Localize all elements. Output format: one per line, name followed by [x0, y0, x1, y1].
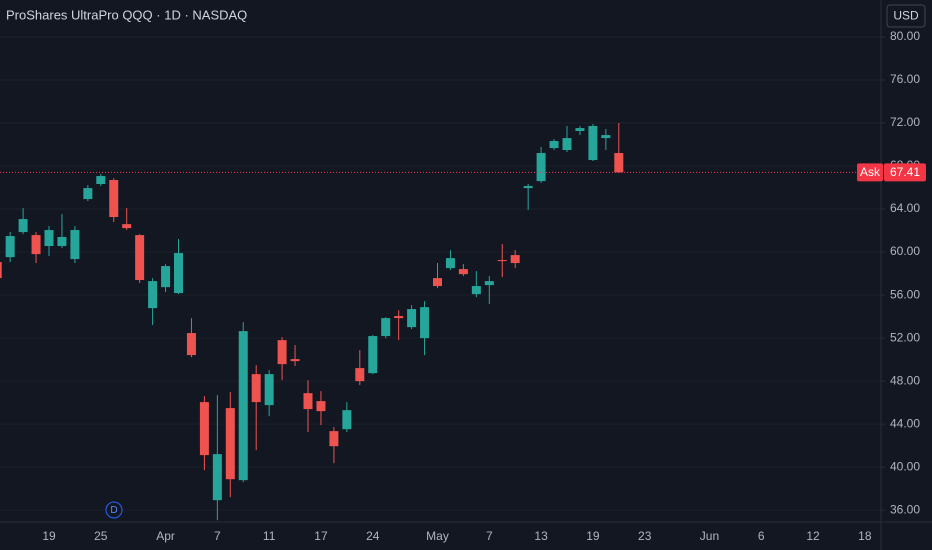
x-tick-label: 7: [214, 529, 221, 543]
y-tick-label: 52.00: [890, 330, 920, 344]
x-tick-label: 11: [263, 529, 276, 543]
currency-button[interactable]: [886, 4, 926, 28]
x-tick-label: 13: [534, 529, 548, 543]
candles: [0, 123, 624, 521]
x-tick-label: 19: [42, 529, 56, 543]
candle-body: [342, 410, 352, 430]
x-tick-label: 23: [638, 529, 652, 543]
candle-body: [601, 135, 611, 139]
candle-body: [575, 128, 585, 131]
x-tick-label: 18: [858, 529, 872, 543]
ask-label-box: [857, 163, 883, 182]
candle-body: [109, 180, 119, 218]
candle-body: [122, 224, 132, 229]
x-tick-label: 25: [94, 529, 108, 543]
x-tick-label: 3: [0, 529, 1, 543]
y-tick-label: 56.00: [890, 287, 920, 301]
candle-body: [394, 316, 404, 319]
candle-body: [523, 186, 533, 189]
candle-body: [5, 236, 15, 258]
candle-body: [83, 188, 93, 200]
y-tick-label: 72.00: [890, 115, 920, 129]
x-tick-label: 6: [758, 529, 765, 543]
x-tick-label: Apr: [156, 529, 175, 543]
candle-body: [212, 454, 222, 501]
y-tick-label: 48.00: [890, 373, 920, 387]
candle-body: [57, 237, 67, 247]
candle-body: [614, 153, 624, 173]
candle-body: [251, 374, 261, 403]
candle-body: [355, 368, 365, 382]
grid: [0, 36, 881, 511]
candle-body: [407, 309, 417, 328]
candle-body: [562, 138, 572, 151]
candle-body: [31, 235, 41, 255]
candle-body: [96, 176, 106, 185]
candle-body: [303, 393, 313, 410]
x-tick-label: 7: [486, 529, 493, 543]
candle-body: [329, 431, 339, 447]
y-tick-label: 64.00: [890, 201, 920, 215]
dividend-marker[interactable]: [105, 501, 123, 519]
candle-body: [445, 258, 455, 269]
candle-body: [161, 266, 171, 288]
candle-body: [174, 253, 183, 294]
y-tick-label: 60.00: [890, 244, 920, 258]
candle-body: [186, 333, 196, 356]
candle-body: [368, 336, 378, 374]
candle-body: [0, 262, 2, 279]
candle-body: [484, 281, 494, 286]
x-tick-label: May: [426, 529, 449, 543]
candle-body: [148, 281, 158, 309]
candle-body: [549, 140, 559, 149]
candle-body: [290, 359, 300, 362]
currency-label[interactable]: USD: [893, 9, 919, 23]
candle-body: [471, 286, 481, 295]
candle-body: [420, 307, 430, 339]
candle-body: [536, 153, 546, 182]
y-tick-label: 76.00: [890, 72, 920, 86]
candle-body: [316, 401, 326, 412]
x-tick-label: 19: [586, 529, 600, 543]
candle-body: [18, 219, 28, 233]
candle-body: [264, 374, 274, 406]
candle-body: [44, 230, 54, 247]
candle-body: [135, 235, 145, 281]
y-tick-label: 44.00: [890, 416, 920, 430]
x-tick-label: 17: [314, 529, 328, 543]
y-tick-label: 80.00: [890, 29, 920, 43]
axis-labels: 36.00 40.00 44.00 48.00 52.00 56.00 60.00 64.00…: [0, 29, 920, 543]
candle-body: [238, 331, 248, 481]
ask-price-box: [884, 163, 926, 182]
x-tick-label: Jun: [700, 529, 719, 543]
candle-body: [497, 260, 507, 262]
y-tick-label: 36.00: [890, 502, 920, 516]
y-tick-label: 40.00: [890, 459, 920, 473]
candle-body: [277, 340, 287, 365]
candle-body: [199, 402, 209, 456]
candle-body: [225, 408, 235, 480]
candle-body: [433, 278, 442, 287]
candle-body: [458, 269, 468, 275]
candle-body: [588, 126, 598, 161]
candle-body: [70, 230, 80, 260]
ask-label: Ask: [860, 165, 881, 179]
candle-body: [510, 255, 520, 264]
dividend-label[interactable]: D: [110, 505, 117, 516]
ask-price: 67.41: [890, 165, 920, 179]
chart-title: ProShares UltraPro QQQ · 1D · NASDAQ: [6, 7, 247, 22]
candle-body: [381, 318, 391, 337]
x-tick-label: 12: [806, 529, 820, 543]
x-tick-label: 24: [366, 529, 380, 543]
